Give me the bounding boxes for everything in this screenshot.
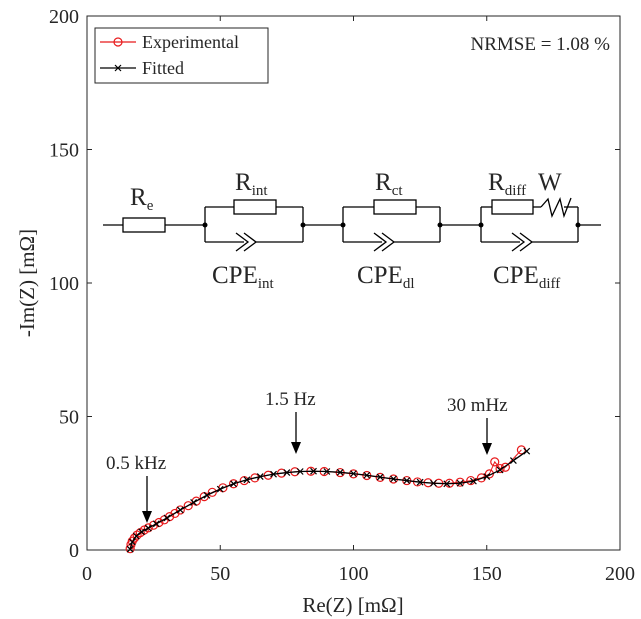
arrow-head xyxy=(142,511,152,523)
data-point xyxy=(230,480,237,488)
circuit xyxy=(103,197,601,252)
data-point xyxy=(190,499,198,506)
nrmse-text: NRMSE = 1.08 % xyxy=(470,34,610,55)
y-tick-label: 150 xyxy=(49,140,79,162)
data-point xyxy=(376,473,384,481)
legend-label: Fitted xyxy=(142,58,184,78)
data-point xyxy=(270,470,277,478)
annotation: 30 mHz xyxy=(447,395,508,416)
circuit-label-main: R xyxy=(488,169,505,196)
circuit-label-sub: int xyxy=(252,183,269,199)
y-tick-label: 100 xyxy=(49,273,79,295)
data-point xyxy=(500,462,511,472)
data-point xyxy=(203,491,211,499)
circuit-label-main: R xyxy=(235,169,252,196)
data-point xyxy=(363,471,371,479)
circuit-label: CPEint xyxy=(212,262,275,292)
data-point xyxy=(490,457,500,467)
data-point xyxy=(483,473,491,480)
data-point xyxy=(310,467,317,475)
y-tick-label: 200 xyxy=(49,6,79,28)
x-axis-label: Re(Z) [mΩ] xyxy=(302,593,403,617)
circuit-label-main: R xyxy=(130,184,147,211)
annotation: 0.5 kHz xyxy=(106,453,166,474)
circuit-label: CPEdiff xyxy=(493,262,560,292)
x-tick-label: 100 xyxy=(339,563,369,585)
circuit-label: Rint xyxy=(235,169,268,199)
data-point xyxy=(416,478,424,486)
circuit-label-main: R xyxy=(375,169,392,196)
circuit-label-main: CPE xyxy=(493,262,539,289)
data-point xyxy=(390,475,397,483)
data-point xyxy=(163,514,171,522)
data-point xyxy=(495,463,505,474)
data-point xyxy=(443,480,451,488)
y-tick-label: 0 xyxy=(69,540,79,562)
data-point xyxy=(144,524,152,532)
data-point xyxy=(403,477,411,485)
x-tick-label: 200 xyxy=(605,563,635,585)
data-point xyxy=(509,457,517,464)
circuit-label: Rct xyxy=(375,169,403,199)
y-axis-label: -Im(Z) [mΩ] xyxy=(15,229,39,337)
data-point xyxy=(336,468,344,476)
data-point xyxy=(143,523,153,533)
y-tick-label: 50 xyxy=(59,407,79,429)
x-tick-label: 50 xyxy=(210,563,230,585)
annotation: 1.5 Hz xyxy=(265,389,316,410)
data-point xyxy=(283,469,291,476)
circuit-label-sub: int xyxy=(258,276,275,292)
data-point xyxy=(470,477,477,485)
legend-marker xyxy=(114,64,122,72)
data-point xyxy=(496,466,504,474)
x-tick-label: 150 xyxy=(472,563,502,585)
data-point xyxy=(176,506,184,514)
data-point xyxy=(132,532,140,540)
circuit-label-main: CPE xyxy=(212,262,258,289)
data-point xyxy=(256,473,264,480)
data-point xyxy=(430,479,437,487)
data-point xyxy=(128,538,136,546)
circuit-label: Re xyxy=(130,184,154,214)
circuit-label-sub: diff xyxy=(505,183,526,199)
circuit-label: CPEdl xyxy=(357,262,415,292)
legend-label: Experimental xyxy=(142,32,239,52)
data-point xyxy=(175,505,185,515)
data-point xyxy=(138,528,146,536)
circuit-label: Rdiff xyxy=(488,169,526,199)
data-point xyxy=(152,520,160,528)
data-point xyxy=(207,487,217,497)
data-point xyxy=(523,447,531,455)
data-point xyxy=(216,485,224,493)
data-point xyxy=(296,468,304,475)
data-point xyxy=(183,501,193,511)
arrow-head xyxy=(291,442,301,454)
circuit-label-main: W xyxy=(538,169,562,196)
x-tick-label: 0 xyxy=(82,563,92,585)
circuit-label-sub: ct xyxy=(392,183,404,199)
circuit-label-sub: dl xyxy=(403,276,415,292)
data-point xyxy=(126,545,134,553)
circuit-label-main: CPE xyxy=(357,262,403,289)
data-point xyxy=(228,479,239,489)
legend-marker xyxy=(113,37,123,47)
data-point xyxy=(456,479,464,487)
arrow-head xyxy=(482,443,492,455)
series-line xyxy=(129,450,528,550)
circuit-label-sub: diff xyxy=(539,276,560,292)
legend xyxy=(94,27,269,84)
data-point xyxy=(350,470,357,478)
data-point xyxy=(243,476,251,484)
data-point xyxy=(323,468,331,475)
circuit-label-sub: e xyxy=(147,198,154,214)
plot-frame xyxy=(86,15,621,551)
circuit-label: W xyxy=(538,169,562,196)
